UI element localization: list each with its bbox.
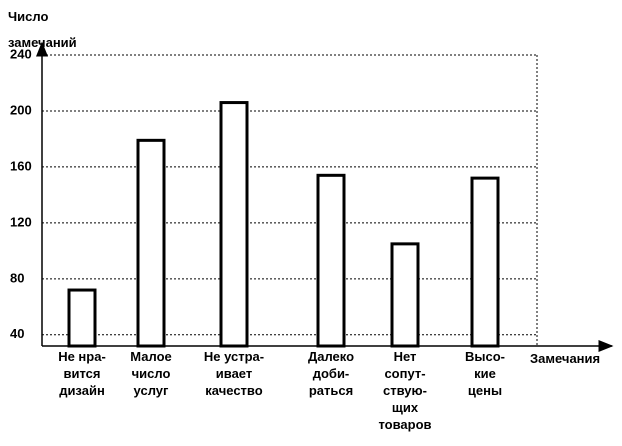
y-axis-label: Число замечаний [8, 9, 77, 50]
x-axis-label: Замечания [530, 351, 601, 366]
y-tick-label: 120 [10, 214, 32, 229]
bar [136, 138, 166, 348]
bar [390, 242, 420, 348]
y-tick-label: 240 [10, 46, 32, 61]
bar [470, 176, 500, 348]
bar [67, 288, 97, 348]
x-tick-label: Не нра- вится дизайн [58, 349, 106, 398]
x-tick-label: Далеко доби- раться [307, 349, 355, 398]
x-tick-label: Нет сопут- ствую- щих товаров [378, 349, 432, 432]
x-tick-label: Не устра- ивает качество [203, 349, 265, 398]
y-tick-label: 80 [10, 270, 24, 285]
bar [219, 101, 249, 348]
bar [316, 173, 346, 348]
y-tick-label: 200 [10, 102, 32, 117]
y-tick-label: 160 [10, 158, 32, 173]
x-tick-label: Высо- кие цены [465, 349, 505, 398]
x-tick-label: Малое число услуг [130, 349, 172, 398]
y-tick-label: 40 [10, 326, 24, 341]
